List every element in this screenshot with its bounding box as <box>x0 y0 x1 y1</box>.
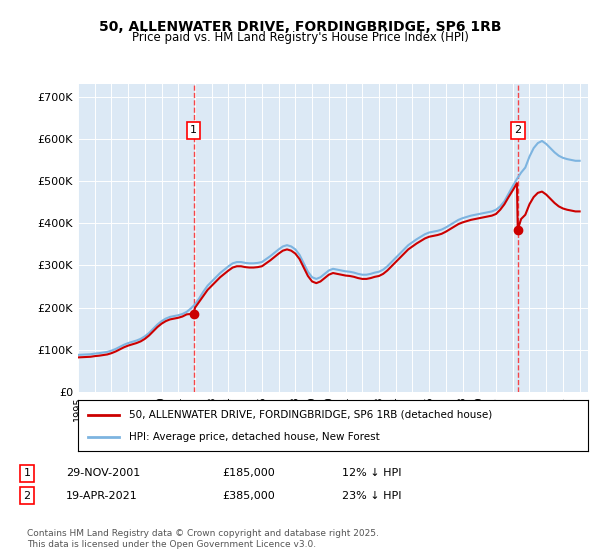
Text: Price paid vs. HM Land Registry's House Price Index (HPI): Price paid vs. HM Land Registry's House … <box>131 31 469 44</box>
Text: 50, ALLENWATER DRIVE, FORDINGBRIDGE, SP6 1RB: 50, ALLENWATER DRIVE, FORDINGBRIDGE, SP6… <box>99 20 501 34</box>
Text: 12% ↓ HPI: 12% ↓ HPI <box>342 468 401 478</box>
Text: HPI: Average price, detached house, New Forest: HPI: Average price, detached house, New … <box>129 432 380 442</box>
Text: 19-APR-2021: 19-APR-2021 <box>66 491 138 501</box>
Text: £385,000: £385,000 <box>222 491 275 501</box>
Text: 2: 2 <box>23 491 31 501</box>
Text: 29-NOV-2001: 29-NOV-2001 <box>66 468 140 478</box>
Text: 2: 2 <box>514 125 521 136</box>
Text: 1: 1 <box>23 468 31 478</box>
Text: £185,000: £185,000 <box>222 468 275 478</box>
Text: Contains HM Land Registry data © Crown copyright and database right 2025.
This d: Contains HM Land Registry data © Crown c… <box>27 529 379 549</box>
Text: 50, ALLENWATER DRIVE, FORDINGBRIDGE, SP6 1RB (detached house): 50, ALLENWATER DRIVE, FORDINGBRIDGE, SP6… <box>129 409 492 419</box>
Text: 1: 1 <box>190 125 197 136</box>
Text: 23% ↓ HPI: 23% ↓ HPI <box>342 491 401 501</box>
